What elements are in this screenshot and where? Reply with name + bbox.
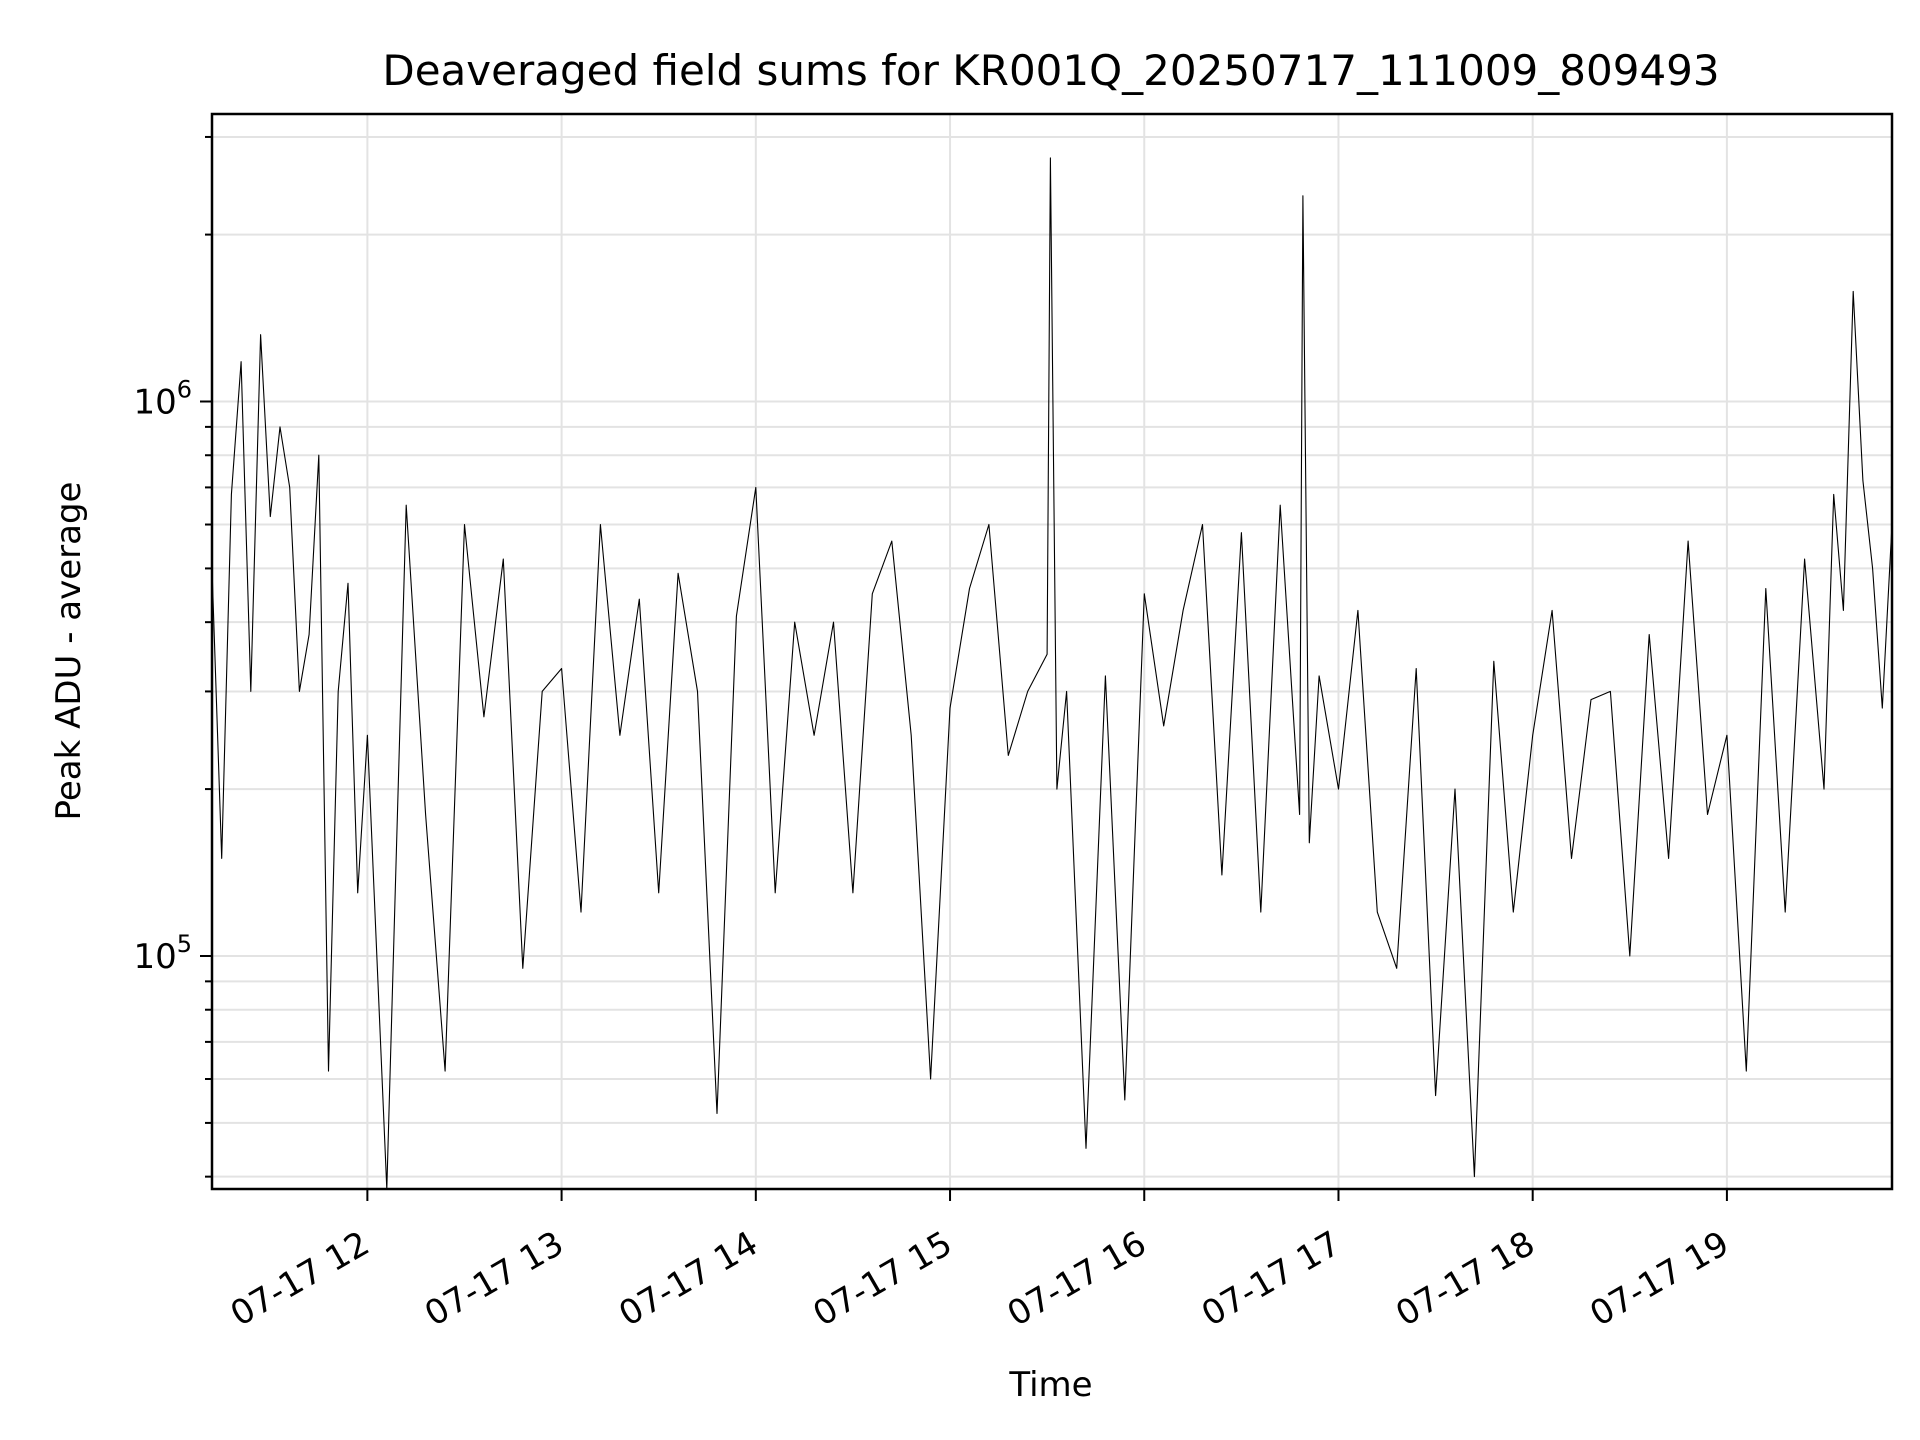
x-tick-label: 07-17 18 [1389, 1224, 1541, 1335]
x-tick-label: 07-17 12 [224, 1224, 376, 1335]
grid [212, 114, 1892, 1189]
series-line [211, 157, 1893, 1190]
x-axis-label: Time [1008, 1365, 1092, 1405]
y-axis-ticks: 105 106 [133, 135, 212, 1178]
chart-title: Deaveraged field sums for KR001Q_2025071… [382, 46, 1719, 95]
y-tick-label: 105 [133, 930, 192, 977]
x-tick-label: 07-17 14 [612, 1224, 764, 1335]
x-tick-label: 07-17 13 [418, 1224, 570, 1335]
x-tick-label: 07-17 15 [807, 1224, 959, 1335]
x-tick-label: 07-17 16 [1001, 1224, 1153, 1335]
x-axis-ticks: 07-17 12 07-17 13 07-17 14 07-17 15 07-17 16… [224, 1189, 1736, 1335]
x-tick-label: 07-17 19 [1583, 1224, 1735, 1335]
y-axis-label: Peak ADU - average [49, 482, 89, 821]
series-layer [211, 157, 1893, 1190]
y-tick-label: 106 [133, 376, 192, 423]
x-tick-label: 07-17 17 [1195, 1224, 1347, 1335]
plot-frame [210, 112, 1894, 1191]
